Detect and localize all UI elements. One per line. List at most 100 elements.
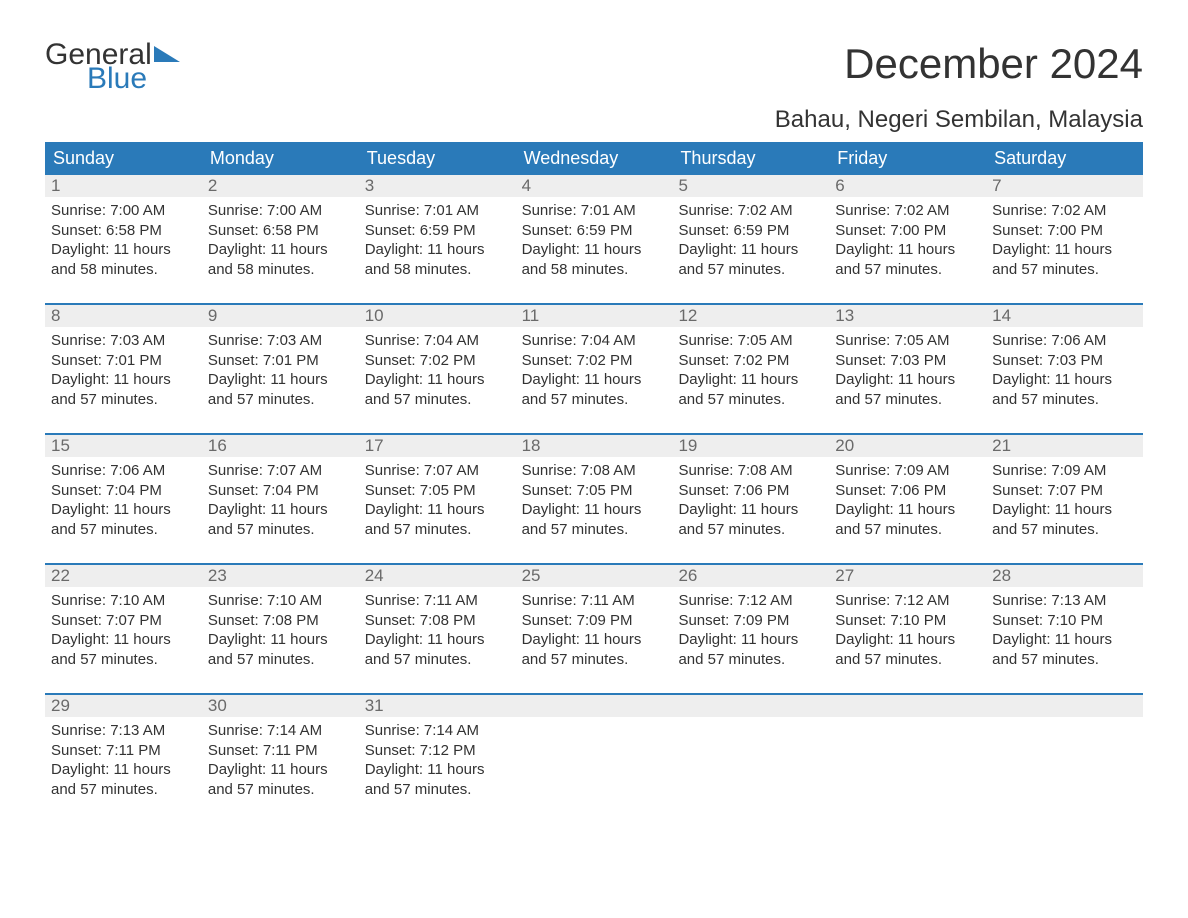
day-number: 30 bbox=[202, 695, 359, 717]
location-subtitle: Bahau, Negeri Sembilan, Malaysia bbox=[775, 106, 1143, 134]
day-d2: and 57 minutes. bbox=[51, 650, 196, 670]
header: General Blue December 2024 Bahau, Negeri… bbox=[45, 40, 1143, 134]
day-sunrise: Sunrise: 7:14 AM bbox=[208, 721, 353, 741]
week-row: 29Sunrise: 7:13 AMSunset: 7:11 PMDayligh… bbox=[45, 693, 1143, 805]
day-d2: and 57 minutes. bbox=[208, 520, 353, 540]
title-block: December 2024 Bahau, Negeri Sembilan, Ma… bbox=[775, 40, 1143, 134]
day-d2: and 57 minutes. bbox=[522, 650, 667, 670]
day-d1: Daylight: 11 hours bbox=[835, 240, 980, 260]
day-d2: and 57 minutes. bbox=[992, 260, 1137, 280]
day-cell: 26Sunrise: 7:12 AMSunset: 7:09 PMDayligh… bbox=[672, 565, 829, 675]
day-sunset: Sunset: 7:04 PM bbox=[208, 481, 353, 501]
day-cell: 12Sunrise: 7:05 AMSunset: 7:02 PMDayligh… bbox=[672, 305, 829, 415]
day-header: Thursday bbox=[672, 142, 829, 175]
day-d1: Daylight: 11 hours bbox=[678, 240, 823, 260]
day-sunrise: Sunrise: 7:02 AM bbox=[835, 201, 980, 221]
day-sunrise: Sunrise: 7:03 AM bbox=[51, 331, 196, 351]
day-sunrise: Sunrise: 7:07 AM bbox=[208, 461, 353, 481]
day-number: 11 bbox=[516, 305, 673, 327]
day-d1: Daylight: 11 hours bbox=[208, 500, 353, 520]
day-d2: and 57 minutes. bbox=[678, 260, 823, 280]
day-d1: Daylight: 11 hours bbox=[365, 240, 510, 260]
day-cell: 5Sunrise: 7:02 AMSunset: 6:59 PMDaylight… bbox=[672, 175, 829, 285]
day-d1: Daylight: 11 hours bbox=[992, 500, 1137, 520]
day-sunrise: Sunrise: 7:09 AM bbox=[835, 461, 980, 481]
day-body: Sunrise: 7:14 AMSunset: 7:12 PMDaylight:… bbox=[359, 717, 516, 805]
day-d1: Daylight: 11 hours bbox=[522, 370, 667, 390]
day-number: 2 bbox=[202, 175, 359, 197]
day-body: Sunrise: 7:13 AMSunset: 7:11 PMDaylight:… bbox=[45, 717, 202, 805]
day-d1: Daylight: 11 hours bbox=[365, 630, 510, 650]
day-number: 14 bbox=[986, 305, 1143, 327]
day-d1: Daylight: 11 hours bbox=[51, 500, 196, 520]
logo-flag-icon bbox=[154, 46, 180, 62]
day-d1: Daylight: 11 hours bbox=[365, 370, 510, 390]
day-number: 6 bbox=[829, 175, 986, 197]
day-number: 22 bbox=[45, 565, 202, 587]
day-sunrise: Sunrise: 7:08 AM bbox=[678, 461, 823, 481]
day-d2: and 57 minutes. bbox=[51, 780, 196, 800]
day-body: Sunrise: 7:03 AMSunset: 7:01 PMDaylight:… bbox=[202, 327, 359, 415]
day-d2: and 57 minutes. bbox=[208, 390, 353, 410]
day-sunset: Sunset: 7:11 PM bbox=[208, 741, 353, 761]
day-d2: and 57 minutes. bbox=[51, 390, 196, 410]
day-sunrise: Sunrise: 7:13 AM bbox=[992, 591, 1137, 611]
day-sunset: Sunset: 7:02 PM bbox=[522, 351, 667, 371]
day-sunrise: Sunrise: 7:07 AM bbox=[365, 461, 510, 481]
day-d2: and 57 minutes. bbox=[835, 260, 980, 280]
day-sunset: Sunset: 7:09 PM bbox=[678, 611, 823, 631]
day-sunrise: Sunrise: 7:02 AM bbox=[678, 201, 823, 221]
day-body: Sunrise: 7:02 AMSunset: 7:00 PMDaylight:… bbox=[986, 197, 1143, 285]
day-cell bbox=[986, 695, 1143, 805]
day-cell: 2Sunrise: 7:00 AMSunset: 6:58 PMDaylight… bbox=[202, 175, 359, 285]
day-number: 26 bbox=[672, 565, 829, 587]
day-d2: and 57 minutes. bbox=[365, 780, 510, 800]
day-sunset: Sunset: 7:07 PM bbox=[992, 481, 1137, 501]
day-sunset: Sunset: 7:03 PM bbox=[992, 351, 1137, 371]
day-number: 4 bbox=[516, 175, 673, 197]
day-header: Saturday bbox=[986, 142, 1143, 175]
day-number-empty bbox=[672, 695, 829, 717]
day-d1: Daylight: 11 hours bbox=[208, 370, 353, 390]
day-sunrise: Sunrise: 7:05 AM bbox=[678, 331, 823, 351]
day-d1: Daylight: 11 hours bbox=[835, 500, 980, 520]
day-body: Sunrise: 7:02 AMSunset: 6:59 PMDaylight:… bbox=[672, 197, 829, 285]
day-d2: and 57 minutes. bbox=[835, 390, 980, 410]
day-sunrise: Sunrise: 7:04 AM bbox=[365, 331, 510, 351]
day-sunset: Sunset: 7:05 PM bbox=[365, 481, 510, 501]
day-number: 20 bbox=[829, 435, 986, 457]
day-sunset: Sunset: 6:59 PM bbox=[678, 221, 823, 241]
day-body: Sunrise: 7:00 AMSunset: 6:58 PMDaylight:… bbox=[202, 197, 359, 285]
day-sunrise: Sunrise: 7:11 AM bbox=[365, 591, 510, 611]
day-d1: Daylight: 11 hours bbox=[835, 370, 980, 390]
day-d2: and 57 minutes. bbox=[51, 520, 196, 540]
day-d1: Daylight: 11 hours bbox=[522, 240, 667, 260]
day-number: 27 bbox=[829, 565, 986, 587]
day-cell: 10Sunrise: 7:04 AMSunset: 7:02 PMDayligh… bbox=[359, 305, 516, 415]
day-number-empty bbox=[829, 695, 986, 717]
day-d1: Daylight: 11 hours bbox=[365, 760, 510, 780]
day-d1: Daylight: 11 hours bbox=[522, 630, 667, 650]
day-sunrise: Sunrise: 7:00 AM bbox=[51, 201, 196, 221]
day-d2: and 57 minutes. bbox=[208, 780, 353, 800]
day-body: Sunrise: 7:08 AMSunset: 7:05 PMDaylight:… bbox=[516, 457, 673, 545]
day-number: 3 bbox=[359, 175, 516, 197]
day-sunset: Sunset: 7:04 PM bbox=[51, 481, 196, 501]
day-sunrise: Sunrise: 7:10 AM bbox=[208, 591, 353, 611]
day-body: Sunrise: 7:06 AMSunset: 7:03 PMDaylight:… bbox=[986, 327, 1143, 415]
logo-word-2: Blue bbox=[87, 64, 180, 94]
day-cell: 29Sunrise: 7:13 AMSunset: 7:11 PMDayligh… bbox=[45, 695, 202, 805]
day-number: 23 bbox=[202, 565, 359, 587]
day-sunrise: Sunrise: 7:12 AM bbox=[835, 591, 980, 611]
day-sunset: Sunset: 7:00 PM bbox=[992, 221, 1137, 241]
day-d1: Daylight: 11 hours bbox=[678, 500, 823, 520]
day-number: 12 bbox=[672, 305, 829, 327]
logo: General Blue bbox=[45, 40, 180, 94]
day-sunset: Sunset: 6:58 PM bbox=[51, 221, 196, 241]
day-number: 19 bbox=[672, 435, 829, 457]
day-d1: Daylight: 11 hours bbox=[365, 500, 510, 520]
day-cell: 21Sunrise: 7:09 AMSunset: 7:07 PMDayligh… bbox=[986, 435, 1143, 545]
day-sunset: Sunset: 7:08 PM bbox=[365, 611, 510, 631]
day-body: Sunrise: 7:02 AMSunset: 7:00 PMDaylight:… bbox=[829, 197, 986, 285]
day-cell: 17Sunrise: 7:07 AMSunset: 7:05 PMDayligh… bbox=[359, 435, 516, 545]
